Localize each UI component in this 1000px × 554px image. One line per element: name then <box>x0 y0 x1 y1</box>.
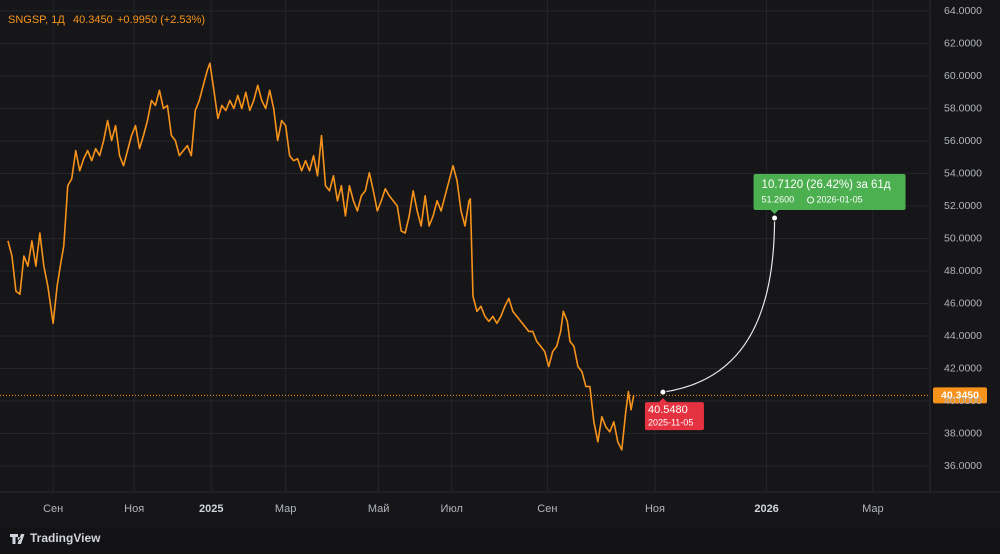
end-value-label: 51.2600 <box>762 194 795 204</box>
x-tick-label: Сен <box>537 503 557 515</box>
y-tick-label: 42.0000 <box>944 362 982 374</box>
start-date-label: 2025-11-05 <box>648 417 693 427</box>
projection-start <box>659 388 667 396</box>
y-tick-label: 46.0000 <box>944 297 982 309</box>
x-tick-label: Ноя <box>124 503 144 515</box>
x-tick-label: 2025 <box>199 503 223 515</box>
y-tick-label: 48.0000 <box>944 265 982 277</box>
y-tick-label: 64.0000 <box>944 5 982 17</box>
start-label-box <box>644 398 704 431</box>
footer-bar <box>0 527 1000 554</box>
y-tick-label: 40.0000 <box>944 395 982 407</box>
y-tick-label: 44.0000 <box>944 330 982 342</box>
x-tick-label: 2026 <box>754 503 778 515</box>
x-tick-label: Июл <box>441 503 463 515</box>
y-tick-label: 60.0000 <box>944 70 982 82</box>
header-price: 40.3450 <box>73 14 113 26</box>
y-tick-label: 56.0000 <box>944 135 982 147</box>
brand: TradingView <box>30 531 101 545</box>
x-tick-label: Мар <box>275 503 297 515</box>
y-tick-label: 58.0000 <box>944 102 982 114</box>
clock-icon <box>807 196 815 204</box>
projection-end <box>771 214 779 222</box>
projection-curve <box>662 218 776 393</box>
x-tick-label: Сен <box>43 503 63 515</box>
x-tick-label: Май <box>368 503 390 515</box>
last-price-box <box>933 387 987 404</box>
header-change: +0.9950 (+2.53%) <box>117 14 205 26</box>
symbol: SNGSP, 1Д <box>8 14 65 26</box>
y-tick-label: 50.0000 <box>944 232 982 244</box>
end-label-box <box>753 174 906 215</box>
y-tick-label: 38.0000 <box>944 427 982 439</box>
change-label: 10.7120 (26.42%) за 61д <box>762 179 891 191</box>
end-date-label: 2026-01-05 <box>817 194 863 204</box>
last-price-label: 40.3450 <box>941 390 979 402</box>
y-tick-label: 36.0000 <box>944 460 982 472</box>
grid <box>0 0 930 492</box>
price-line <box>7 62 635 451</box>
x-tick-label: Мар <box>862 503 884 515</box>
start-value-label: 40.5480 <box>648 404 688 416</box>
y-tick-label: 52.0000 <box>944 200 982 212</box>
y-tick-label: 62.0000 <box>944 37 982 49</box>
y-tick-label: 54.0000 <box>944 167 982 179</box>
brand-logo <box>10 534 25 544</box>
x-tick-label: Ноя <box>645 503 665 515</box>
